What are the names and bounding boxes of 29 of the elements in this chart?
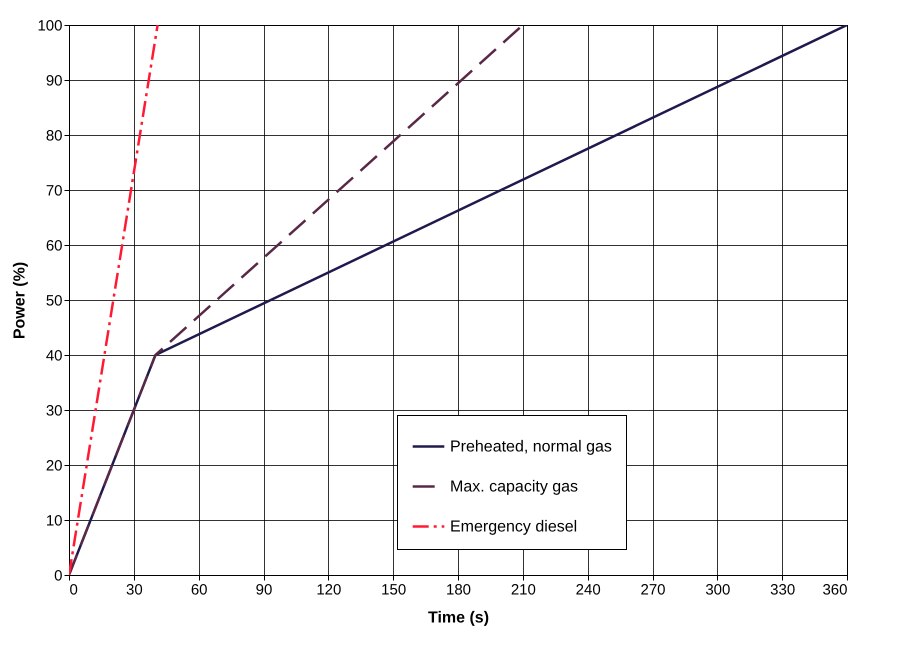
y-axis-title: Power (%) <box>11 262 28 340</box>
y-tick-label: 30 <box>46 402 62 420</box>
y-tick-label: 0 <box>54 568 62 584</box>
x-tick-label: 210 <box>510 582 536 598</box>
y-tick-label: 50 <box>46 292 62 310</box>
x-tick-label: 270 <box>640 582 666 598</box>
legend-label: Emergency diesel <box>450 518 578 536</box>
legend-label: Preheated, normal gas <box>450 438 612 456</box>
y-tick-label: 20 <box>46 458 62 474</box>
x-tick-label: 90 <box>256 582 272 598</box>
y-tick-label: 70 <box>46 182 62 200</box>
y-tick-label: 60 <box>46 238 62 254</box>
legend-label: Max. capacity gas <box>450 478 578 496</box>
x-tick-label: 120 <box>316 582 342 598</box>
y-tick-label: 80 <box>46 128 62 144</box>
x-tick-label: 60 <box>190 582 208 598</box>
y-tick-label: 90 <box>46 72 62 90</box>
y-tick-label: 40 <box>46 348 62 364</box>
y-tick-label: 100 <box>37 18 62 34</box>
y-tick-label: 10 <box>46 512 62 530</box>
x-tick-label: 150 <box>381 582 406 598</box>
x-tick-label: 30 <box>126 582 143 598</box>
x-axis-title: Time (s) <box>428 610 490 626</box>
x-tick-label: 360 <box>822 582 848 598</box>
x-tick-label: 330 <box>770 582 796 598</box>
x-tick-label: 300 <box>705 582 730 598</box>
x-tick-label: 180 <box>446 582 472 598</box>
x-tick-label: 0 <box>70 582 78 598</box>
x-tick-label: 240 <box>576 582 601 598</box>
